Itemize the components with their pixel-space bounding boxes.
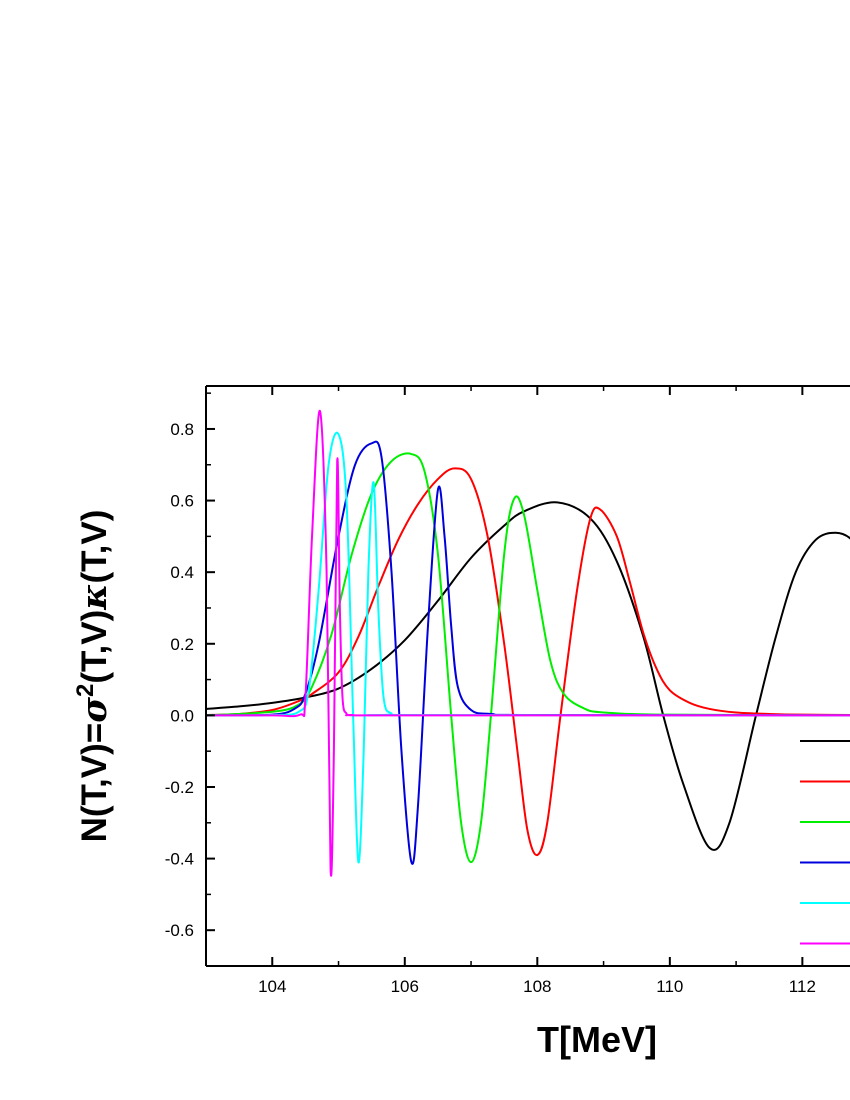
y-axis-title-lhs: N(T,V)= <box>75 723 114 843</box>
series-line-0 <box>206 501 850 851</box>
y-axis-title-sigma: σ <box>74 697 115 723</box>
series-line-2 <box>206 452 850 864</box>
axes: 104 106 108 110 112 -0.6 -0.4 -0.2 0.0 0.2 0.4 0.6 0… <box>165 385 850 996</box>
series-line-4 <box>206 431 850 864</box>
y-axis-title: N(T,V)=σ2(T,V)κ(T,V) <box>72 510 116 843</box>
y-tick-label-6: 0.6 <box>170 492 194 511</box>
y-axis-title-power: 2 <box>72 684 99 697</box>
x-tick-label-0: 104 <box>258 977 286 996</box>
y-axis-title-kappa: κ <box>74 583 115 610</box>
series-line-3 <box>206 440 850 865</box>
x-axis-title: T[MeV] <box>537 1019 657 1060</box>
series-line-1 <box>206 467 850 857</box>
y-axis-title-rhs: (T,V) <box>75 510 114 584</box>
series-layer <box>206 410 850 877</box>
y-tick-label-1: -0.4 <box>165 850 194 869</box>
y-tick-label-4: 0.2 <box>170 635 194 654</box>
y-axis-title-mid: (T,V) <box>75 610 114 684</box>
legend <box>800 740 850 945</box>
y-tick-label-7: 0.8 <box>170 420 194 439</box>
y-tick-label-3: 0.0 <box>170 706 194 725</box>
y-tick-label-2: -0.2 <box>165 778 194 797</box>
x-tick-label-2: 108 <box>523 977 551 996</box>
x-tick-label-1: 106 <box>391 977 419 996</box>
x-tick-label-4: 112 <box>789 977 816 996</box>
y-tick-label-0: -0.6 <box>165 921 194 940</box>
series-line-5 <box>206 410 850 877</box>
x-tick-label-3: 110 <box>656 977 683 996</box>
y-tick-label-5: 0.4 <box>170 563 194 582</box>
